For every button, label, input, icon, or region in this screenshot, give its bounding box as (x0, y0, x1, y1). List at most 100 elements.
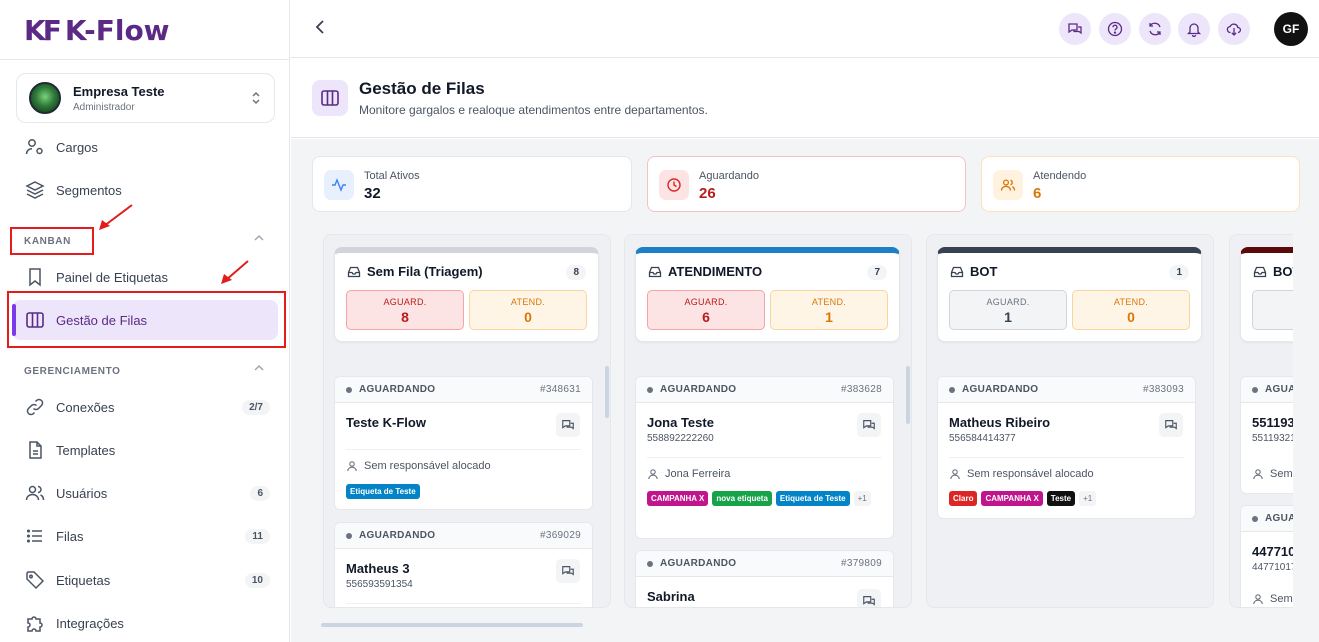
nav-item-etiquetas[interactable]: Etiquetas 10 (20, 560, 278, 600)
ticket-status: AGUARDANDO (1265, 513, 1293, 524)
company-name: Empresa Teste (73, 83, 165, 99)
ticket-responsible: Sem responsável alocado (949, 468, 1094, 480)
atend-value: 0 (1127, 309, 1135, 325)
ticket-card[interactable]: AGUARDANDO #383628 Jona Teste 5588922222… (635, 376, 894, 539)
queue-column-header: ATENDIMENTO 7 AGUARD. 6 ATEND. 1 (635, 247, 900, 342)
tag-badge[interactable]: Claro (949, 491, 978, 506)
activity-icon (324, 170, 354, 200)
ticket-card[interactable]: AGUARDANDO #383093 Matheus Ribeiro 55658… (937, 376, 1196, 519)
nav-item-templates[interactable]: Templates (20, 430, 278, 470)
queue-title-text: ATENDIMENTO (668, 264, 763, 279)
queue-title: ATENDIMENTO (648, 264, 762, 279)
nav-label: Integrações (56, 615, 124, 631)
refresh-icon[interactable] (1139, 13, 1171, 45)
section-title-gerenciamento[interactable]: GERENCIAMENTO (24, 366, 121, 377)
nav-item-filas[interactable]: Filas 11 (20, 516, 278, 556)
board-horizontal-scrollbar[interactable] (321, 623, 583, 627)
ticket-card[interactable]: AGUARDANDO 447710 44771017 Sem (1240, 505, 1293, 607)
stat-value: 32 (364, 185, 381, 202)
responsible-text: Sem (1270, 468, 1293, 480)
page-subtitle: Monitore gargalos e realoque atendimento… (359, 103, 708, 117)
tag-more-badge[interactable]: +1 (1079, 491, 1097, 506)
section-title-kanban[interactable]: KANBAN (24, 236, 71, 247)
queue-title-text: BOT (970, 264, 998, 279)
cloud-download-icon[interactable] (1218, 13, 1250, 45)
tag-badge[interactable]: CAMPANHA X (981, 491, 1043, 506)
page-title: Gestão de Filas (359, 79, 485, 98)
chat-icon[interactable] (1059, 13, 1091, 45)
ticket-contact-name: Sabrina (647, 589, 695, 604)
help-icon[interactable] (1099, 13, 1131, 45)
column-scrollbar[interactable] (906, 366, 910, 424)
atend-box: ATEND. 0 (1072, 290, 1190, 330)
nav-item-gestao-filas[interactable]: Gestão de Filas (12, 300, 278, 340)
chat-icon[interactable] (556, 413, 580, 437)
nav-label: Usuários (56, 485, 108, 501)
ticket-contact-name: Jona Teste (647, 415, 714, 430)
nav-item-painel-etiquetas[interactable]: Painel de Etiquetas (20, 257, 278, 297)
queue-column-header: BOT 1 AGUARD. 1 ATEND. 0 (937, 247, 1202, 342)
company-role: Administrador (73, 101, 135, 113)
status-dot (647, 560, 653, 567)
chevron-up-icon[interactable] (254, 364, 264, 375)
sidebar-divider (0, 59, 289, 60)
nav-count-badge: 10 (244, 572, 270, 588)
tag-more-badge[interactable]: +1 (853, 491, 871, 506)
back-arrow-icon[interactable] (313, 18, 327, 42)
ticket-contact-phone: 556584414377 (949, 433, 1016, 444)
stat-label: Total Ativos (364, 170, 420, 182)
tag-badge[interactable]: Etiqueta de Teste (775, 491, 850, 506)
chat-icon[interactable] (857, 413, 881, 437)
nav-item-usuarios[interactable]: Usuários 6 (20, 473, 278, 513)
aguard-box: AGUARD. 6 (647, 290, 765, 330)
company-avatar (29, 82, 61, 114)
ticket-card[interactable]: AGUARDANDO #379809 Sabrina (635, 550, 894, 607)
inbox-icon (648, 266, 662, 277)
tag-badge[interactable]: CAMPANHA X (647, 491, 709, 506)
ticket-status-bar: AGUARDANDO (1241, 506, 1293, 532)
chat-icon[interactable] (1159, 413, 1183, 437)
ticket-id: #383628 (840, 384, 882, 395)
aguard-value: 6 (702, 309, 710, 325)
nav-label: Painel de Etiquetas (56, 269, 169, 285)
bell-icon[interactable] (1178, 13, 1210, 45)
chat-icon[interactable] (857, 589, 881, 607)
ticket-card[interactable]: AGUARDANDO #369029 Matheus 3 55659359135… (334, 522, 593, 607)
card-divider (647, 457, 882, 458)
stat-card-total: Total Ativos 32 (312, 156, 632, 212)
nav-item-integracoes[interactable]: Integrações (20, 603, 278, 642)
company-switcher[interactable]: Empresa Teste Administrador (16, 73, 275, 123)
chevron-up-icon[interactable] (254, 234, 264, 245)
queue-title: Sem Fila (Triagem) (347, 264, 483, 279)
puzzle-icon (24, 612, 46, 634)
stat-card-atendendo: Atendendo 6 (981, 156, 1300, 212)
card-divider (346, 603, 581, 604)
ticket-responsible: Sem (1252, 593, 1293, 605)
user-avatar[interactable]: GF (1274, 12, 1308, 46)
queue-title: BOT (950, 264, 997, 279)
column-scrollbar[interactable] (605, 366, 609, 418)
ticket-tags: Etiqueta de Teste (346, 484, 582, 499)
status-dot (346, 532, 352, 539)
brand-logo[interactable]: KF K-Flow (24, 14, 170, 47)
chat-icon[interactable] (556, 559, 580, 583)
aguard-label: AGUARD. (684, 297, 728, 307)
aguard-label: AGUARD. (986, 297, 1030, 307)
ticket-status-bar: AGUARDANDO #383628 (636, 377, 893, 403)
ticket-card[interactable]: AGUARDANDO 551193 551193219 Sem (1240, 376, 1293, 494)
user-icon (1253, 594, 1263, 605)
tag-badge[interactable]: nova etiqueta (712, 491, 772, 506)
ticket-status: AGUARDANDO (660, 384, 737, 395)
ticket-status-bar: AGUARDANDO #379809 (636, 551, 893, 577)
user-icon (347, 461, 357, 472)
main-content: Total Ativos 32 Aguardando 26 Atendendo … (291, 139, 1319, 642)
ticket-card[interactable]: AGUARDANDO #348631 Teste K-Flow Sem resp… (334, 376, 593, 510)
tag-badge[interactable]: Etiqueta de Teste (346, 484, 420, 499)
tag-badge[interactable]: Teste (1046, 491, 1076, 506)
nav-item-cargos[interactable]: Cargos (20, 127, 278, 167)
stat-value: 6 (1033, 185, 1042, 202)
stat-value: 26 (699, 185, 716, 202)
nav-item-conexoes[interactable]: Conexões 2/7 (20, 387, 278, 427)
nav-item-segmentos[interactable]: Segmentos (20, 170, 278, 210)
